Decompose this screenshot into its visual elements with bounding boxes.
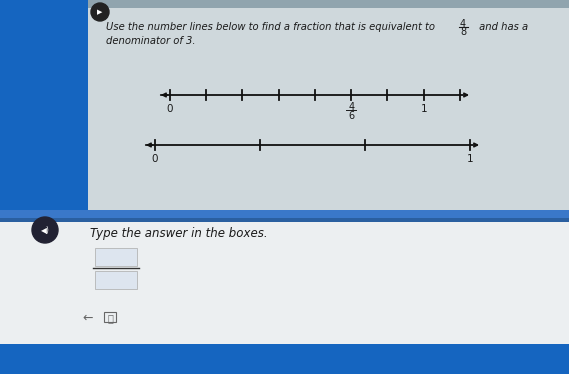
Text: 1: 1 — [467, 154, 473, 164]
Bar — [104, 312, 116, 322]
Bar — [0, 210, 569, 218]
Bar — [95, 271, 137, 289]
Text: ▶: ▶ — [97, 9, 102, 15]
Text: Type the answer in the boxes.: Type the answer in the boxes. — [90, 227, 267, 239]
Text: ◀): ◀) — [40, 226, 50, 234]
Text: 8: 8 — [460, 27, 466, 37]
Text: 0: 0 — [167, 104, 173, 114]
Text: 4: 4 — [348, 102, 354, 112]
Text: 1: 1 — [420, 104, 427, 114]
Text: 4: 4 — [460, 19, 466, 29]
Text: Use the number lines below to find a fraction that is equivalent to: Use the number lines below to find a fra… — [106, 22, 435, 32]
Bar — [0, 215, 569, 344]
Text: 0: 0 — [152, 154, 158, 164]
Bar — [88, 0, 569, 215]
Text: denominator of 3.: denominator of 3. — [106, 36, 196, 46]
Text: 6: 6 — [348, 111, 354, 121]
Text: ←: ← — [83, 312, 93, 325]
Text: ⬜: ⬜ — [107, 313, 113, 323]
Bar — [0, 344, 569, 374]
Circle shape — [32, 217, 58, 243]
Bar — [95, 248, 137, 266]
Circle shape — [91, 3, 109, 21]
Text: and has a: and has a — [476, 22, 528, 32]
Bar — [88, 0, 569, 8]
Bar — [0, 218, 569, 222]
